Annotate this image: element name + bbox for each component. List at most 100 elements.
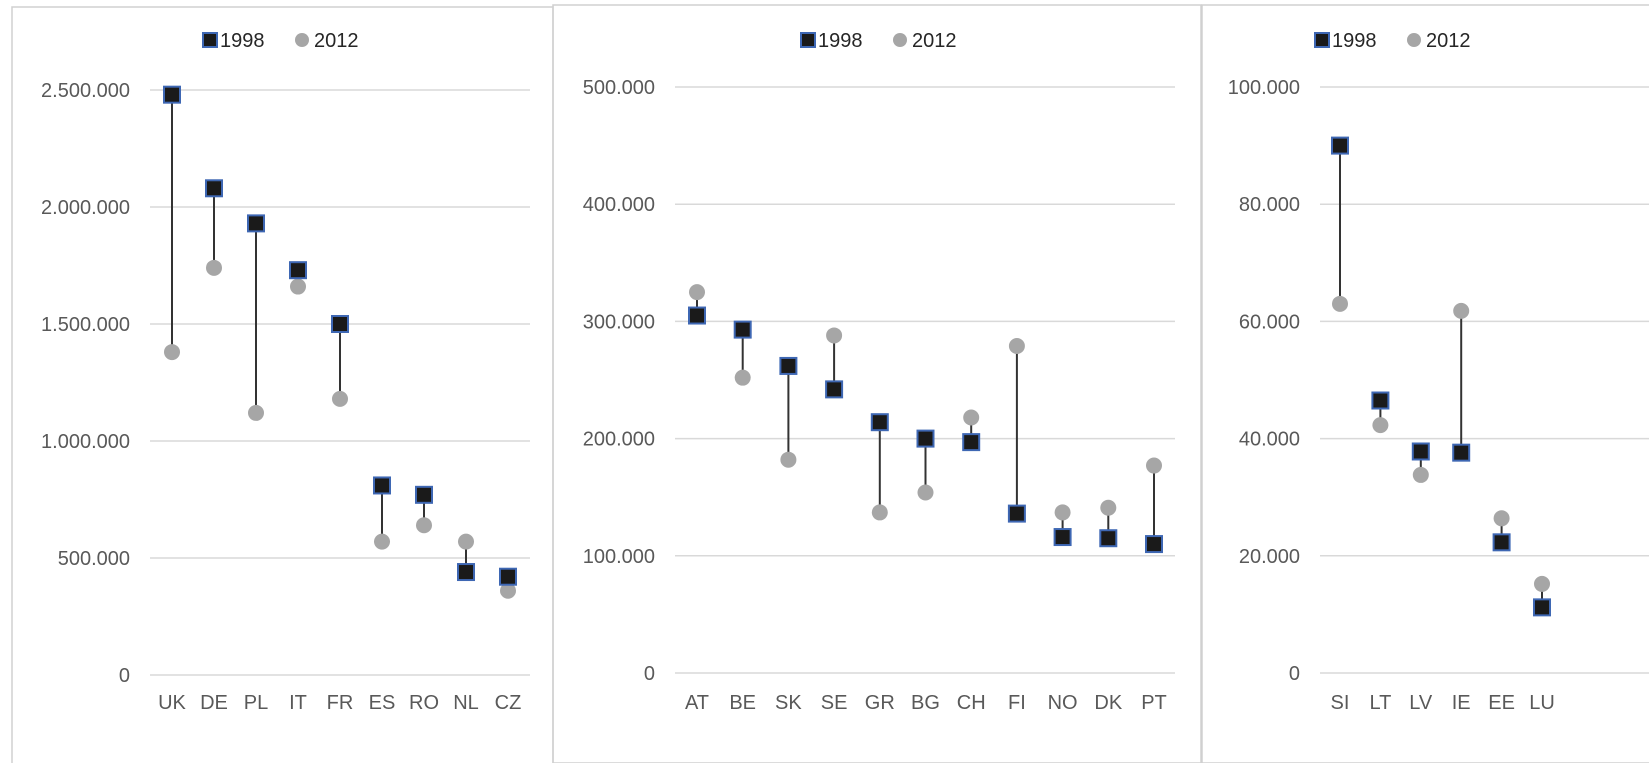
point-1998 [163, 85, 181, 104]
point-1998 [870, 413, 889, 432]
chart-panel-2: 0 100.000 200.000 300.000 400.000 500.000 AT BE… [552, 4, 1202, 763]
x-tick-label: SK [775, 692, 802, 714]
y-tick-label: 100.000 [583, 546, 655, 568]
x-tick-label: BE [729, 692, 756, 714]
point-2012 [871, 504, 888, 521]
circle-marker-icon [295, 33, 309, 47]
point-2012 [689, 284, 705, 301]
x-tick-label: IT [289, 692, 307, 714]
y-tick-label: 1.500.000 [41, 314, 130, 336]
point-2012 [1332, 295, 1348, 312]
point-1998 [1007, 504, 1026, 523]
point-1998 [457, 563, 475, 582]
point-2012 [1146, 457, 1162, 474]
point-1998 [1492, 533, 1511, 552]
point-1998 [1099, 529, 1118, 548]
point-1998 [373, 476, 391, 495]
y-tick-label: 0 [1289, 663, 1300, 685]
point-2012 [780, 451, 797, 468]
point-2012 [416, 517, 432, 534]
y-tick-label: 80.000 [1239, 194, 1300, 216]
point-1998 [1145, 535, 1163, 554]
panel-frame [1201, 4, 1649, 763]
y-tick-label: 200.000 [583, 429, 655, 451]
legend: 1998 2012 [1314, 30, 1471, 52]
legend-label-1998: 1998 [1332, 30, 1377, 52]
panel-frame [552, 4, 1202, 763]
point-1998 [688, 306, 706, 325]
point-1998 [1371, 391, 1390, 410]
y-tick-label: 2.000.000 [41, 197, 130, 219]
point-1998 [1411, 442, 1430, 461]
point-2012 [164, 344, 180, 361]
point-2012 [1534, 575, 1550, 592]
chart-panel-1: 0 500.000 1.000.000 1.500.000 2.000.000 2.500… [11, 6, 554, 763]
y-tick-label: 100.000 [1228, 77, 1300, 99]
point-1998 [916, 429, 935, 448]
x-tick-label: LV [1409, 692, 1433, 714]
x-tick-label: FI [1008, 692, 1026, 714]
x-tick-label: RO [409, 692, 439, 714]
x-tick-label: CZ [495, 692, 522, 714]
x-tick-label: DK [1094, 692, 1122, 714]
legend-label-1998: 1998 [818, 30, 863, 52]
point-1998 [825, 380, 844, 399]
point-2012 [290, 278, 306, 295]
x-tick-label: NL [453, 692, 479, 714]
y-tick-label: 500.000 [583, 77, 655, 99]
point-1998 [1533, 598, 1551, 617]
y-tick-label: 20.000 [1239, 546, 1300, 568]
y-tick-label: 60.000 [1239, 311, 1300, 333]
legend: 1998 2012 [800, 30, 957, 52]
point-2012 [374, 533, 390, 550]
y-tick-label: 300.000 [583, 311, 655, 333]
y-tick-label: 2.500.000 [41, 80, 130, 102]
x-tick-label: UK [158, 692, 186, 714]
point-2012 [1100, 499, 1117, 516]
x-tick-label: AT [685, 692, 709, 714]
point-2012 [734, 369, 751, 386]
point-2012 [1372, 417, 1389, 434]
point-1998 [499, 567, 517, 586]
point-1998 [331, 315, 349, 333]
x-tick-label: NO [1048, 692, 1078, 714]
legend-label-2012: 2012 [912, 30, 957, 52]
point-2012 [332, 390, 348, 407]
point-2012 [500, 582, 516, 599]
circle-marker-icon [893, 33, 907, 47]
point-2012 [1493, 510, 1510, 527]
point-1998 [1452, 443, 1471, 462]
legend-label-2012: 2012 [1426, 30, 1471, 52]
point-2012 [963, 409, 980, 426]
point-1998 [1053, 528, 1072, 547]
point-1998 [247, 214, 265, 233]
square-marker-icon [800, 32, 816, 48]
x-tick-label: PL [244, 692, 268, 714]
point-1998 [289, 261, 307, 280]
point-1998 [205, 179, 223, 198]
x-tick-label: ES [369, 692, 396, 714]
point-1998 [962, 433, 981, 452]
x-tick-label: LT [1369, 692, 1391, 714]
point-2012 [917, 484, 934, 501]
x-tick-label: SI [1331, 692, 1350, 714]
point-2012 [1453, 302, 1470, 319]
legend-label-2012: 2012 [314, 30, 359, 52]
point-2012 [826, 327, 843, 344]
point-1998 [779, 356, 798, 375]
legend-label-1998: 1998 [220, 30, 265, 52]
point-2012 [1054, 504, 1071, 521]
point-2012 [1412, 466, 1429, 483]
y-tick-label: 40.000 [1239, 429, 1300, 451]
x-tick-label: FR [327, 692, 354, 714]
x-tick-label: CH [957, 692, 986, 714]
y-tick-label: 0 [119, 665, 130, 687]
x-tick-label: IE [1452, 692, 1471, 714]
point-1998 [1331, 136, 1349, 155]
circle-marker-icon [1407, 33, 1421, 47]
point-2012 [248, 404, 264, 421]
y-tick-label: 0 [644, 663, 655, 685]
point-2012 [1008, 338, 1025, 355]
point-2012 [458, 533, 474, 550]
point-2012 [206, 259, 222, 276]
